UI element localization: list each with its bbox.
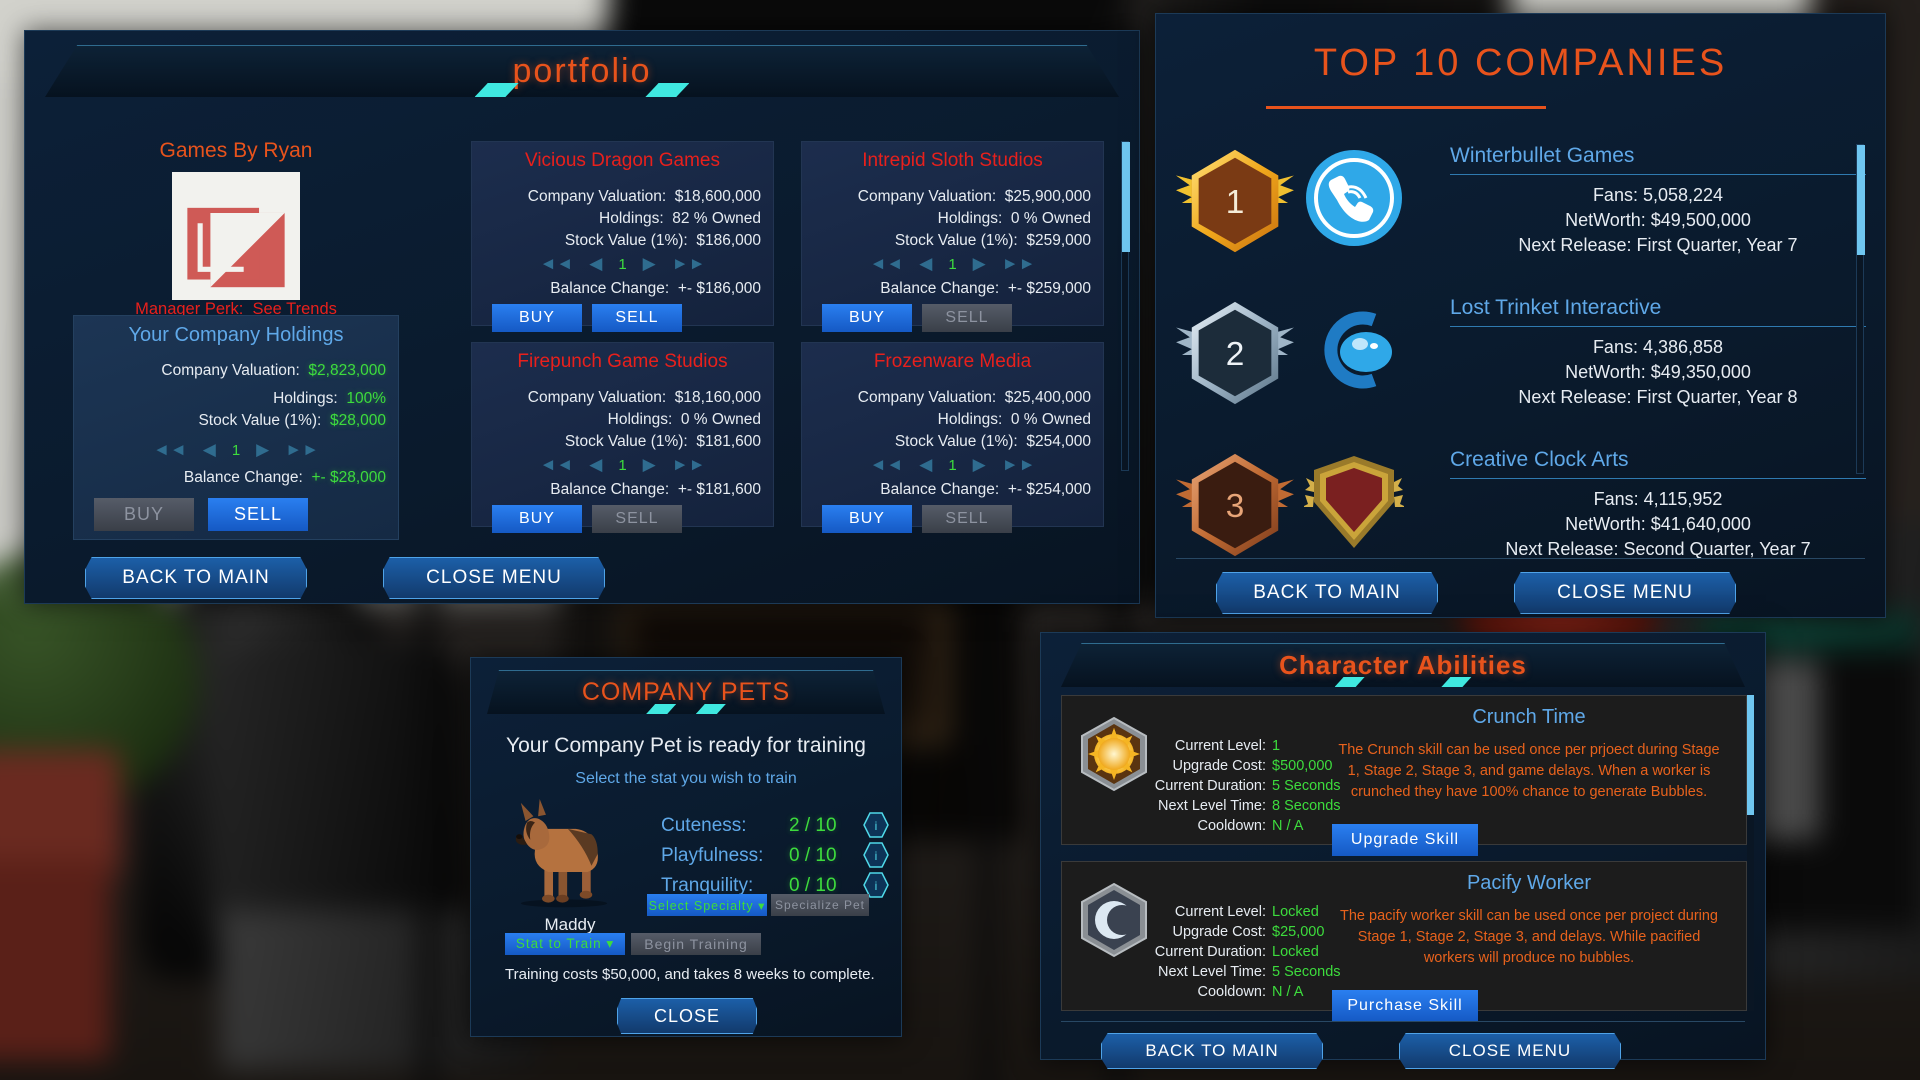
svg-text:i: i bbox=[875, 849, 878, 863]
svg-text:i: i bbox=[875, 879, 878, 893]
svg-text:i: i bbox=[875, 819, 878, 833]
svg-text:2: 2 bbox=[1226, 336, 1245, 373]
svg-text:3: 3 bbox=[1226, 488, 1245, 525]
svg-text:1: 1 bbox=[1226, 184, 1245, 221]
